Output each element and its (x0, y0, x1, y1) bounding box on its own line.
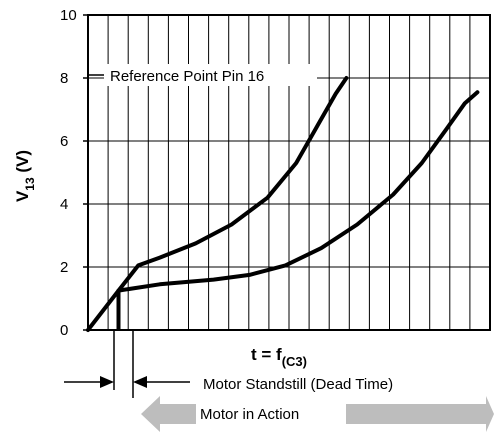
series-2-line (116, 90, 480, 293)
y-tick-label: 2 (60, 259, 68, 276)
x-axis-label-sub: (C3) (282, 354, 307, 369)
y-tick-layer: 0 2 4 6 8 10 (60, 7, 88, 339)
y-tick-label: 10 (60, 7, 77, 24)
y-tick-label: 0 (60, 322, 68, 339)
plot-frame-layer (87, 14, 491, 331)
y-axis-label-unit: (V) (13, 150, 32, 177)
y-tick-label: 8 (60, 70, 68, 87)
reference-point-label: Reference Point Pin 16 (110, 68, 264, 85)
y-axis-label: V13 (V) (13, 150, 37, 202)
x-axis-label: t = f(C3) (251, 345, 307, 369)
y-tick-label: 4 (60, 196, 68, 213)
y-tick-label: 6 (60, 133, 68, 150)
y-axis-label-sub: 13 (23, 177, 37, 191)
series-1-line (86, 76, 349, 332)
dead-time-left-arrowhead (100, 376, 114, 388)
motor-action-label: Motor in Action (200, 406, 299, 423)
dead-time-right-arrowhead (133, 376, 147, 388)
reference-point-label-bg (104, 64, 317, 86)
motor-action-label-bg (196, 402, 346, 424)
plot-frame (87, 14, 491, 331)
x-axis-label-main: t = f (251, 345, 282, 364)
y-axis-label-main: V (13, 190, 32, 202)
dead-time-label: Motor Standstill (Dead Time) (203, 376, 393, 393)
series-layer (86, 76, 480, 332)
